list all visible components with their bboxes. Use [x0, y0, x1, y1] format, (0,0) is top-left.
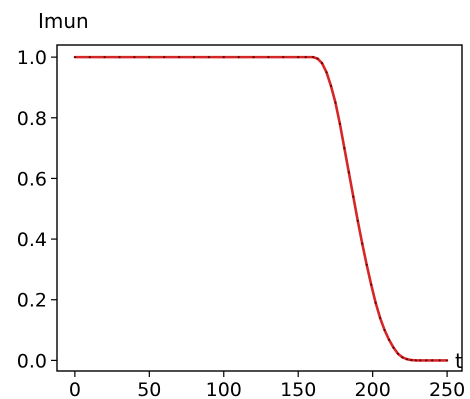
- data-point: [387, 338, 391, 341]
- data-point: [297, 56, 300, 59]
- x-tick-label: 100: [206, 379, 242, 399]
- data-point: [374, 301, 377, 304]
- data-point: [379, 316, 382, 320]
- data-point: [338, 122, 341, 125]
- data-point: [325, 71, 328, 74]
- data-point: [329, 84, 333, 88]
- data-point: [304, 56, 307, 59]
- y-axis-label: Imun: [38, 9, 89, 33]
- data-point: [163, 56, 166, 59]
- data-point: [425, 359, 428, 362]
- data-point: [410, 358, 413, 362]
- data-point: [320, 62, 324, 65]
- data-point: [396, 352, 400, 355]
- x-tick-label: 200: [355, 379, 391, 399]
- data-point: [356, 219, 359, 222]
- data-point: [133, 56, 136, 59]
- data-point: [438, 359, 441, 362]
- data-point: [73, 56, 76, 59]
- data-point: [446, 359, 449, 362]
- data-point: [405, 358, 409, 361]
- data-point: [312, 56, 315, 59]
- data-point: [347, 171, 350, 174]
- y-tick-label: 0.2: [17, 290, 47, 312]
- data-point: [431, 359, 434, 362]
- data-point: [118, 56, 121, 59]
- data-point: [282, 56, 285, 59]
- data-point: [414, 359, 417, 362]
- data-point: [88, 56, 91, 59]
- data-point: [370, 283, 373, 286]
- data-point: [383, 328, 386, 332]
- data-point: [365, 263, 368, 266]
- data-point: [401, 356, 404, 359]
- data-point: [103, 56, 106, 59]
- ticks: 0 50 100 150 200 250 0.0 0.2 0.4 0.6 0.8 1.0: [17, 47, 465, 399]
- x-tick-label: 250: [429, 379, 465, 399]
- data-point: [316, 57, 319, 60]
- y-tick-label: 0.4: [17, 229, 47, 251]
- data-point: [148, 56, 151, 59]
- data-point: [419, 359, 422, 362]
- data-point: [361, 242, 364, 245]
- data-point: [392, 346, 395, 349]
- x-axis-label: t: [455, 349, 463, 373]
- series-layer: [73, 55, 449, 362]
- data-point: [222, 56, 225, 59]
- x-tick-label: 150: [280, 379, 316, 399]
- data-point: [207, 56, 210, 59]
- data-point: [192, 56, 196, 59]
- data-point: [178, 56, 181, 59]
- x-tick-label: 50: [137, 379, 161, 399]
- y-tick-label: 0.8: [17, 108, 47, 130]
- data-point: [352, 195, 355, 198]
- data-point: [237, 56, 240, 59]
- data-point: [267, 56, 270, 59]
- x-tick-label: 0: [69, 379, 81, 399]
- plot-frame: [56, 44, 463, 372]
- y-tick-label: 0.6: [17, 168, 47, 190]
- y-tick-label: 0.0: [17, 350, 47, 372]
- y-tick-label: 1.0: [17, 47, 47, 69]
- data-point: [252, 56, 255, 59]
- data-point: [343, 147, 346, 150]
- data-point: [334, 101, 337, 104]
- series-line: [74, 55, 448, 362]
